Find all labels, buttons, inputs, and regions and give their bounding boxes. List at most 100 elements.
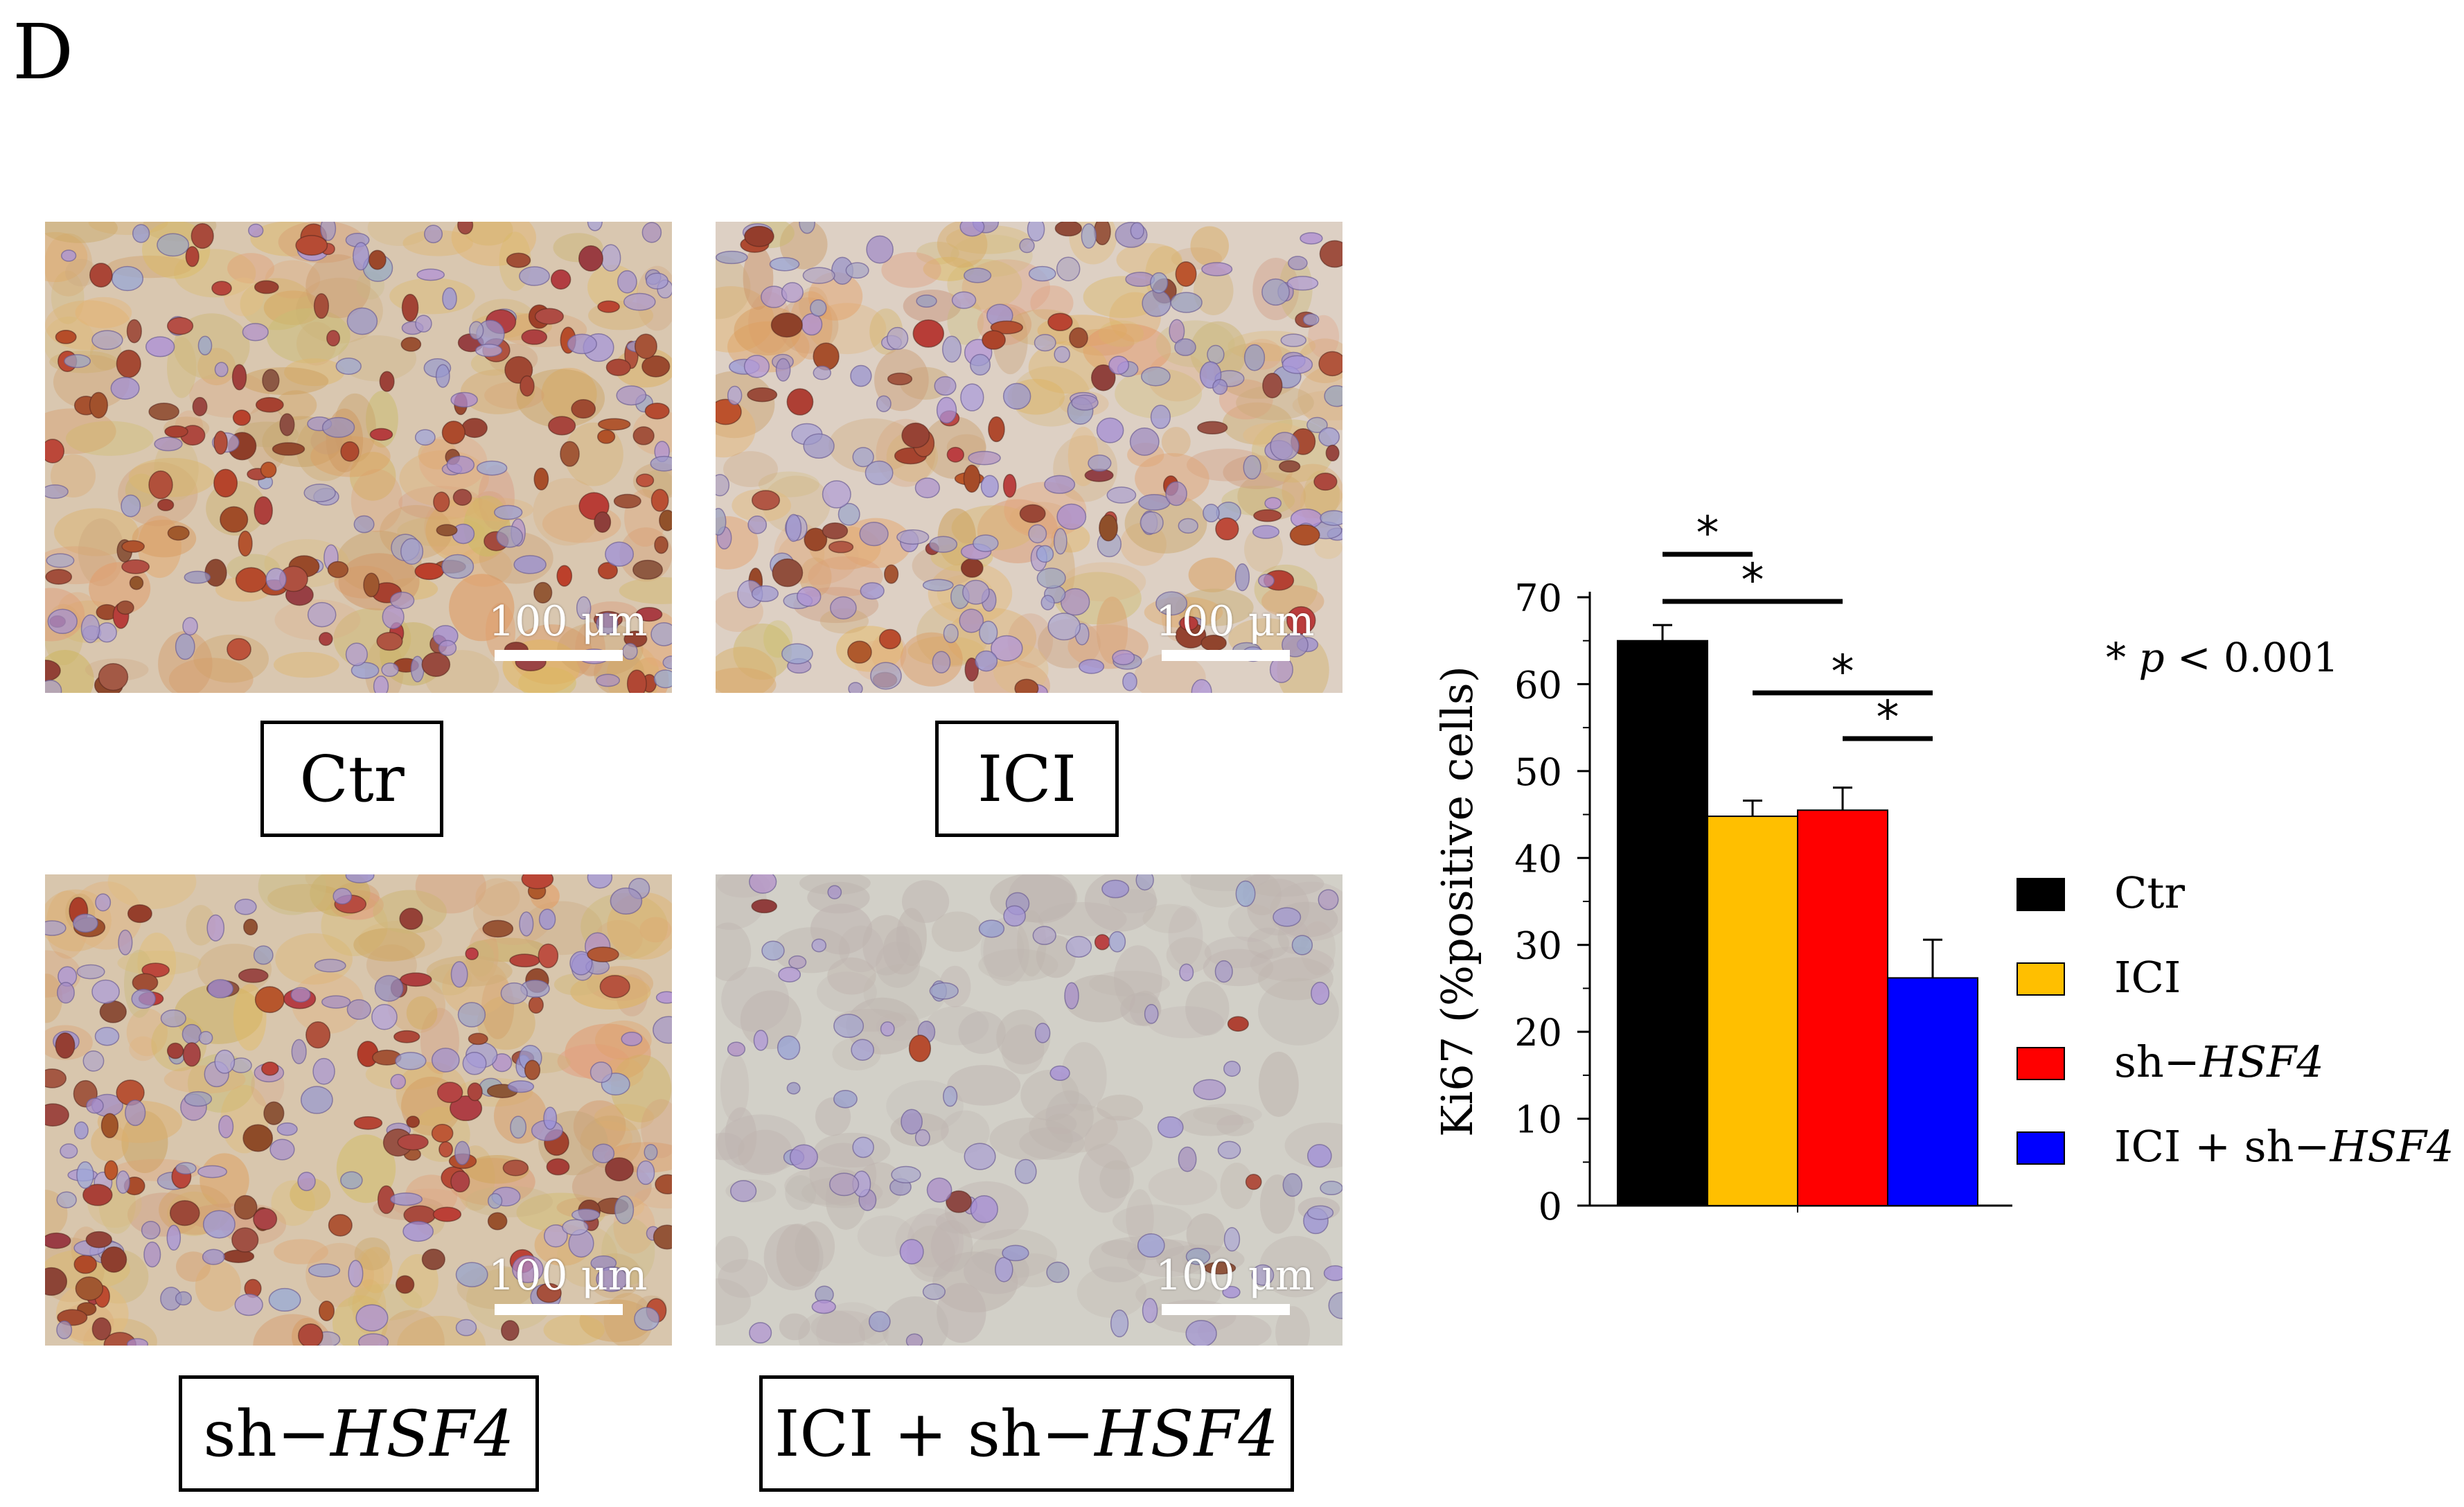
nucleus [596,613,619,635]
nucleus [943,1086,958,1107]
nucleus [406,1116,420,1128]
cytoplasm-blotch [950,234,1033,277]
nucleus [1049,1065,1070,1082]
nucleus [265,567,287,591]
nucleus [376,632,403,651]
cytoplasm-blotch [862,915,910,976]
nucleus [1174,338,1196,356]
nucleus [804,527,828,552]
nucleus [964,657,980,682]
nucleus [751,585,779,602]
cytoplasm-blotch [195,1261,241,1312]
nucleus [184,570,211,584]
nucleus [465,947,479,960]
nucleus [513,555,547,574]
cytoplasm-blotch [1185,981,1230,1036]
cytoplasm-blotch [1084,1116,1153,1170]
nucleus [1288,256,1308,271]
cytoplasm-blotch [737,1129,792,1175]
significance-star-1: * [1741,554,1764,607]
nucleus [1150,405,1171,430]
nucleus [1096,417,1124,443]
nucleus [269,1138,295,1161]
nucleus [1140,367,1171,387]
nucleus [1319,240,1342,268]
cytoplasm-blotch [1297,364,1342,430]
nucleus [1090,364,1116,391]
cytoplasm-blotch [883,926,923,975]
nucleus [213,468,238,497]
nucleus [1135,874,1154,891]
nucleus [268,1287,301,1312]
nucleus [76,1161,94,1189]
cytoplasm-blotch [1030,285,1074,321]
nucleus [295,235,328,256]
nucleus [1191,679,1212,693]
bar-0 [1617,640,1708,1206]
cytoplasm-blotch [1222,402,1293,445]
nucleus [328,1214,353,1237]
nucleus [934,376,957,396]
significance-star-0: * [1696,506,1719,560]
nucleus [929,536,958,553]
cytoplasm-blotch [1175,588,1254,626]
nucleus [753,1030,768,1051]
nucleus [1028,265,1056,282]
cytoplasm-blotch [1115,368,1203,419]
nucleus [116,600,134,615]
nucleus [929,982,959,1000]
nucleus [995,1257,1013,1283]
nucleus [262,369,280,392]
nucleus [467,1082,483,1102]
cytoplasm-blotch [1028,341,1108,394]
nucleus [313,293,330,319]
nucleus [389,591,415,610]
cytoplasm-blotch [168,658,254,693]
cytoplasm-blotch [406,996,438,1030]
nucleus [1053,528,1067,555]
y-tick-label: 30 [1514,924,1562,968]
nucleus [550,269,571,290]
cytoplasm-blotch [1126,1189,1154,1248]
nucleus [636,473,655,488]
nucleus [908,1034,932,1062]
cytoplasm-blotch [900,632,963,687]
cytoplasm-blotch [716,255,751,319]
cytoplasm-blotch [353,1249,384,1308]
nucleus [185,246,200,267]
nucleus [457,1002,486,1028]
nucleus [45,569,73,585]
note-p: p [2138,634,2165,681]
nucleus [60,249,77,262]
nucleus [126,319,142,344]
nucleus [781,643,813,664]
nucleus [616,385,647,406]
nucleus [100,1246,127,1273]
nucleus [373,676,389,693]
nucleus [1130,222,1144,240]
cytoplasm-blotch [1204,936,1274,969]
cytoplasm-blotch [1113,1204,1192,1238]
nucleus [896,529,930,545]
nucleus [868,1311,891,1332]
cytoplasm-blotch [1045,1113,1077,1135]
nucleus [1286,276,1319,291]
nucleus [912,319,944,348]
nucleus [46,553,75,568]
cytoplasm-blotch [1029,1103,1118,1153]
nucleus [104,1160,118,1181]
nucleus [335,358,362,375]
nucleus [1165,481,1187,506]
nucleus [433,491,450,513]
nucleus [253,945,274,965]
nucleus [512,1255,544,1283]
cytoplasm-blotch [353,928,425,962]
nucleus [866,235,894,264]
nucleus [980,475,999,498]
nucleus [1060,588,1090,616]
nucleus [442,287,457,310]
nucleus [369,428,393,441]
cytoplasm-blotch [1178,1107,1243,1136]
nucleus [519,266,550,286]
cytoplasm-blotch [1089,970,1171,997]
